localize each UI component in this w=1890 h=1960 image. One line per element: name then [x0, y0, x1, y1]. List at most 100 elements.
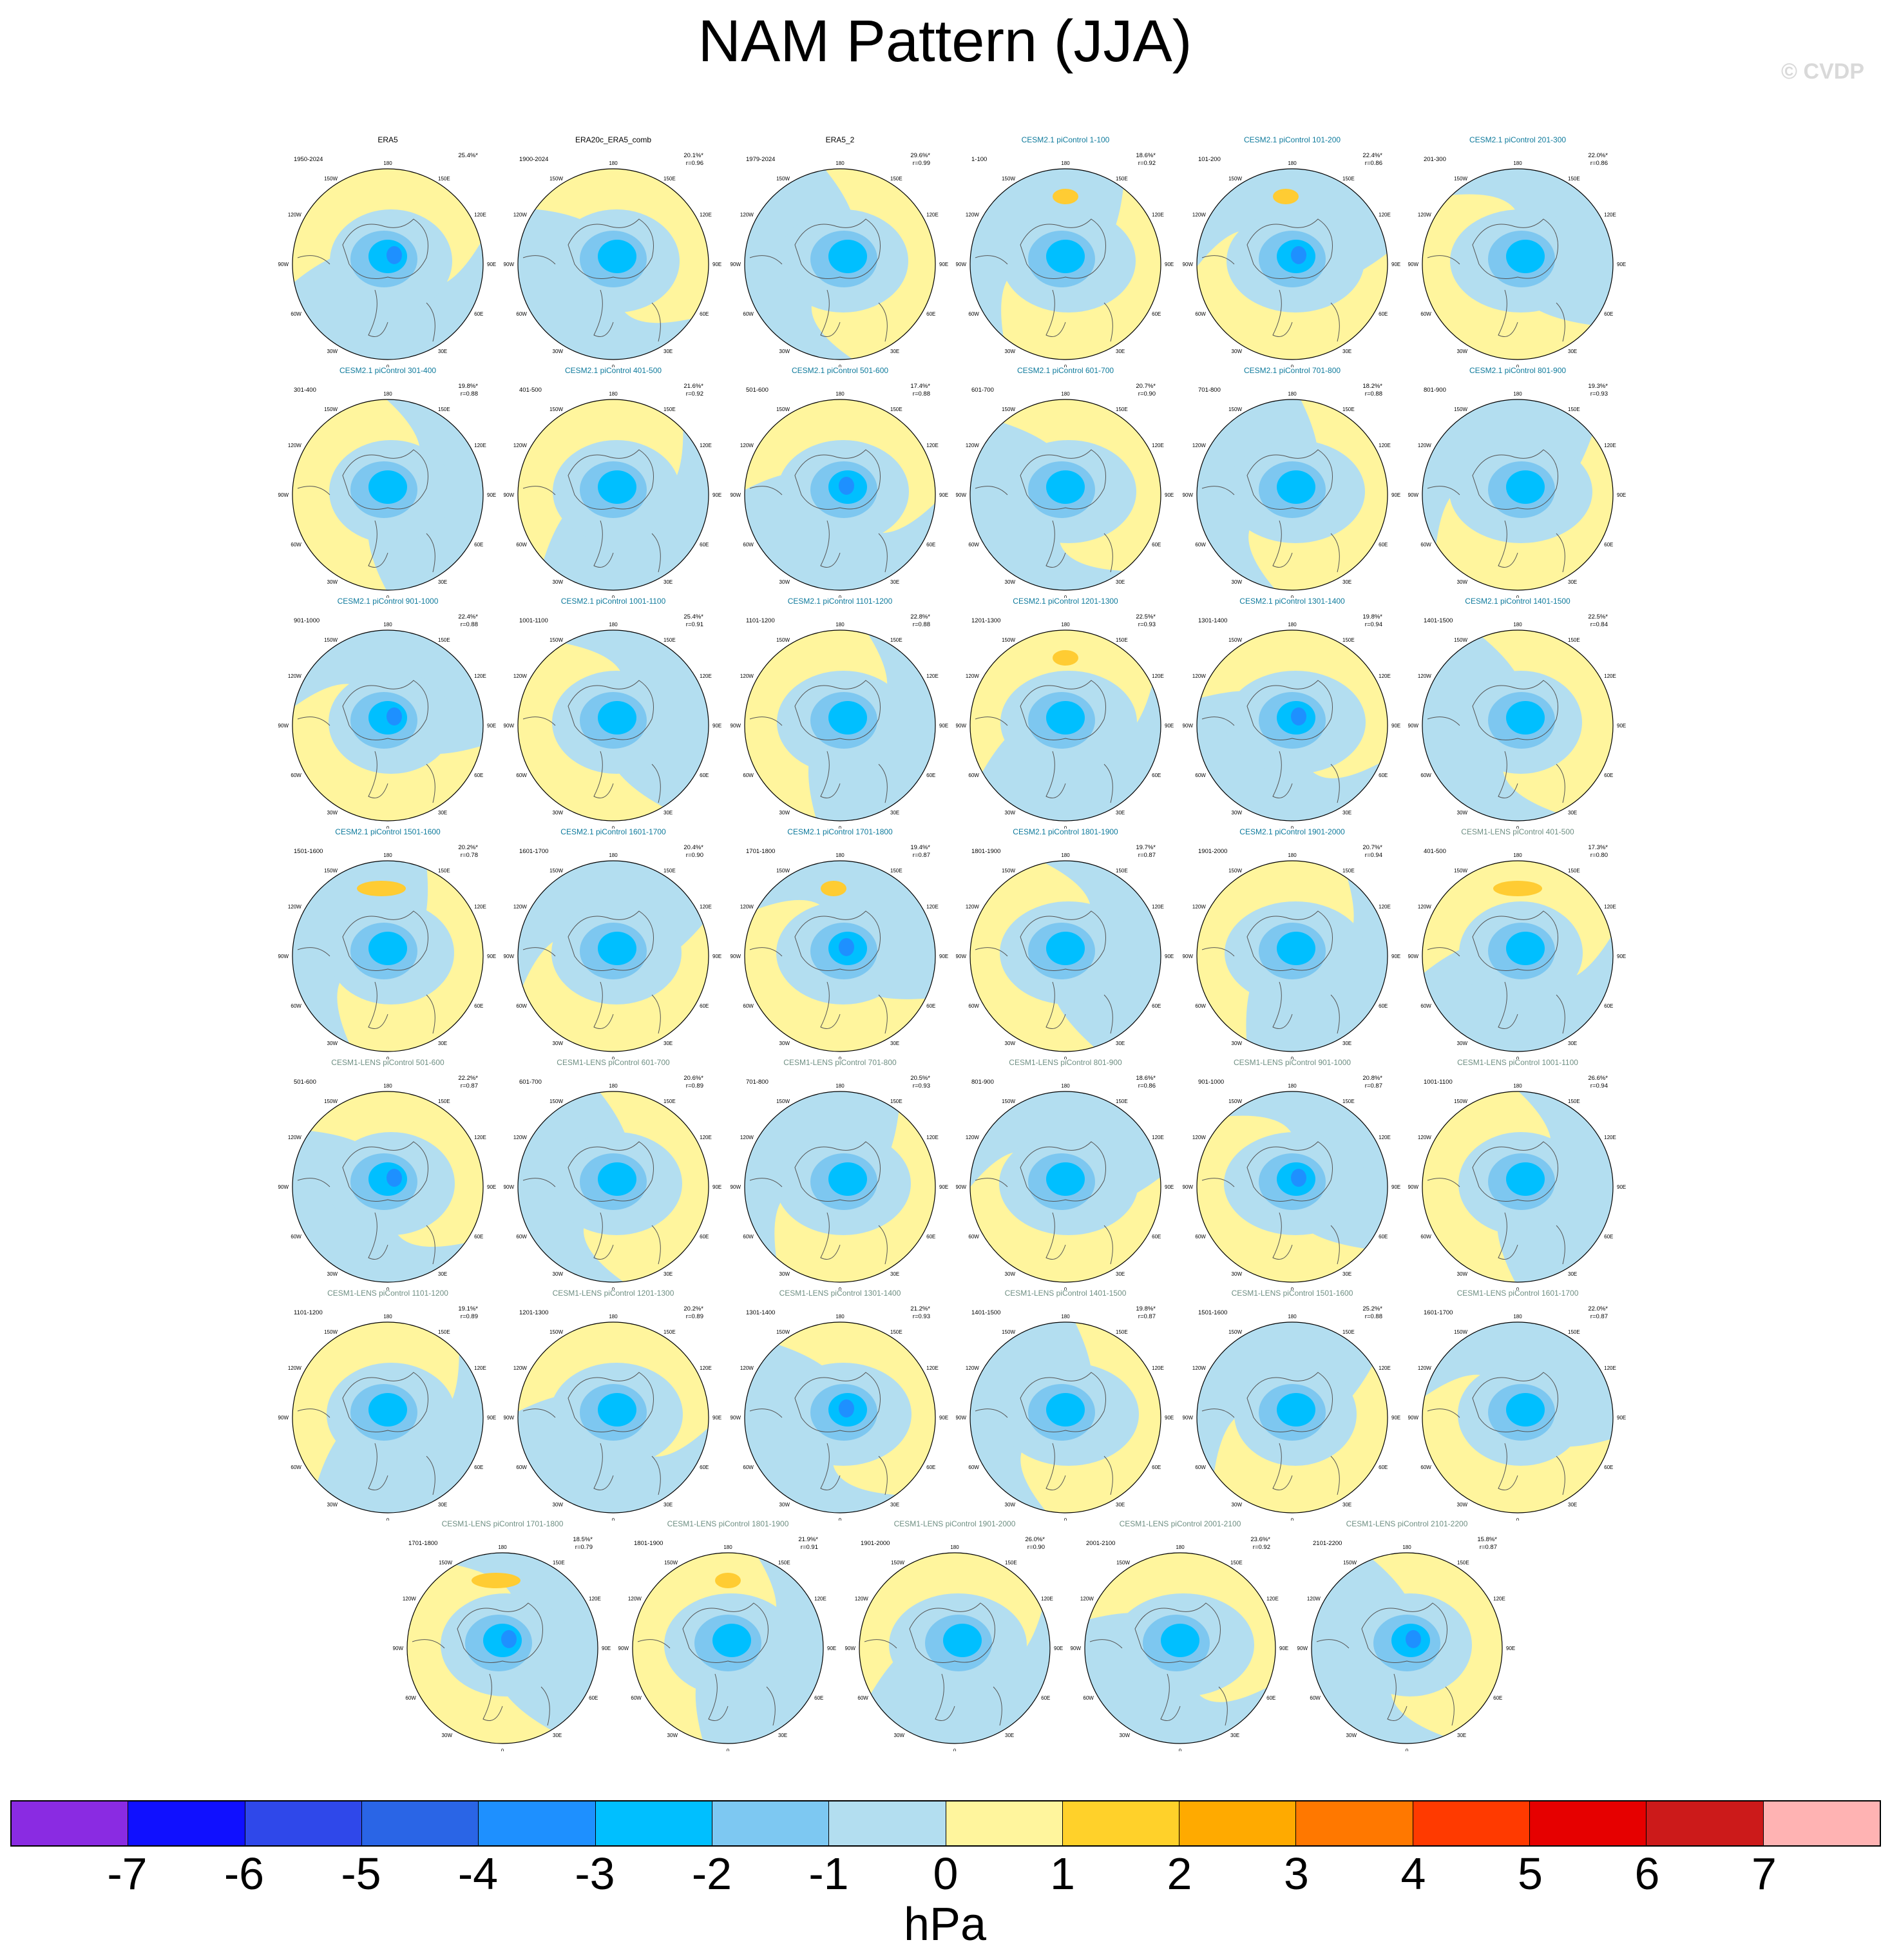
longitude-label: 30E [1568, 810, 1577, 816]
map-field [859, 1553, 1050, 1744]
longitude-label: 0 [839, 595, 842, 598]
longitude-label: 0 [1291, 1056, 1294, 1059]
coastline [568, 449, 654, 510]
polar-map: 180 0 90W 90E 150W 150E 120W 120E 60W 60E 30W 30E [278, 1314, 496, 1521]
map-panel: 180 0 90W 90E 150W 150E 120W 120E 60W 60E 30W 30E CE… [730, 1289, 950, 1521]
longitude-label: 150W [1454, 407, 1467, 412]
panel-period: 1401-1500 [971, 1309, 1001, 1316]
longitude-label: 0 [612, 1287, 615, 1290]
colorbar-tick-label: 1 [1050, 1849, 1075, 1899]
panel-period: 301-400 [294, 387, 316, 394]
longitude-label: 150E [663, 637, 676, 643]
longitude-label: 150W [1002, 868, 1015, 874]
longitude-label: 120W [1192, 673, 1206, 679]
panel-title: ERA20c_ERA5_comb [575, 135, 652, 144]
longitude-label: 150W [1228, 868, 1242, 874]
longitude-label: 180 [1061, 622, 1070, 628]
map-panel: 180 0 90W 90E 150W 150E 120W 120E 60W 60E 30W 30E CE… [1071, 1519, 1290, 1751]
coastline [1020, 910, 1106, 971]
panel-variance-stats: 22.8%* r=0.88 [910, 613, 930, 629]
longitude-label: 0 [839, 1287, 842, 1290]
negative-core-2 [712, 1624, 751, 1657]
longitude-label: 90W [504, 1184, 514, 1190]
longitude-label: 60W [516, 1234, 527, 1240]
panel-pct-variance: 20.2%* [458, 844, 478, 851]
longitude-label: 0 [387, 1056, 390, 1059]
longitude-label: 120W [740, 1365, 754, 1371]
coastline [1427, 486, 1565, 573]
longitude-label: 120W [966, 1365, 979, 1371]
colorbar-tick-label: 7 [1752, 1849, 1777, 1899]
colorbar-tick-label: -7 [107, 1849, 148, 1899]
longitude-label: 180 [1288, 1314, 1297, 1320]
panel-pattern-correlation: r=0.89 [685, 1313, 703, 1320]
longitude-label: 30E [663, 1041, 673, 1046]
map-border [292, 1321, 484, 1513]
longitude-label: 120E [474, 904, 486, 910]
coastline [1201, 1178, 1340, 1265]
panel-pattern-correlation: r=0.88 [1364, 1313, 1382, 1320]
longitude-label: 90W [730, 262, 741, 267]
colorbar-box [128, 1801, 245, 1845]
longitude-label: 30W [1005, 1041, 1016, 1046]
map-border [969, 629, 1161, 821]
coastline [682, 1602, 768, 1663]
longitude-label: 90W [278, 1184, 289, 1190]
map-panel: 180 0 90W 90E 150W 150E 120W 120E 60W 60E 30W 30E CE… [1408, 1289, 1627, 1521]
longitude-label: 90E [1165, 1184, 1174, 1190]
longitude-label: 30E [1568, 579, 1577, 585]
longitude-label: 120W [513, 904, 527, 910]
longitude-label: 120E [926, 673, 939, 679]
map-border [969, 860, 1161, 1052]
longitude-label: 90E [712, 492, 721, 498]
longitude-label: 0 [1179, 1748, 1182, 1751]
panel-pattern-correlation: r=0.92 [1252, 1544, 1270, 1551]
longitude-label: 150W [324, 176, 338, 182]
panel-variance-stats: 21.6%* r=0.92 [683, 383, 703, 398]
coastline [1089, 1639, 1228, 1726]
longitude-label: 90W [1183, 492, 1193, 498]
negative-core-2 [1046, 470, 1085, 504]
longitude-label: 0 [387, 1287, 390, 1290]
panel-title: CESM2.1 piControl 801-900 [1469, 366, 1567, 375]
panel-pct-variance: 18.5%* [573, 1536, 593, 1543]
longitude-label: 90W [1183, 1415, 1193, 1421]
polar-map: 180 0 90W 90E 150W 150E 120W 120E 60W 60E 30W 30E [278, 1083, 496, 1290]
panel-pattern-correlation: r=0.90 [1027, 1544, 1045, 1551]
panel-period: 401-500 [1424, 848, 1446, 855]
map-border [292, 1091, 484, 1283]
longitude-label: 150E [663, 1099, 676, 1104]
panel-variance-stats: 25.4%* [458, 152, 478, 160]
longitude-label: 150E [663, 868, 676, 874]
coastline [522, 255, 661, 342]
longitude-label: 120E [1379, 904, 1391, 910]
map-border [969, 399, 1161, 591]
map-border [1422, 168, 1614, 360]
longitude-label: 90W [1408, 492, 1418, 498]
longitude-label: 0 [387, 595, 390, 598]
longitude-label: 90W [1297, 1646, 1308, 1651]
panel-pct-variance: 15.8%* [1477, 1536, 1497, 1543]
coastline [749, 255, 888, 342]
longitude-label: 150E [1116, 868, 1128, 874]
longitude-label: 30E [438, 1271, 447, 1277]
panel-pattern-correlation: r=0.94 [1364, 621, 1382, 628]
map-border [969, 168, 1161, 360]
coastline [342, 680, 428, 740]
longitude-label: 150E [890, 868, 902, 874]
longitude-label: 90W [1408, 723, 1418, 729]
longitude-label: 150E [890, 1329, 902, 1335]
longitude-label: 150W [549, 1329, 563, 1335]
longitude-label: 60E [474, 1003, 483, 1009]
longitude-label: 120W [403, 1596, 416, 1602]
coastline [1246, 1372, 1333, 1432]
panel-pct-variance: 19.4%* [910, 844, 930, 851]
map-panel: 180 0 90W 90E 150W 150E 120W 120E 60W 60E 30W 30E CE… [278, 1289, 497, 1521]
map-panel: 180 0 90W 90E 150W 150E 120W 120E 60W 60E 30W 30E CE… [1183, 135, 1402, 367]
polar-map: 180 0 90W 90E 150W 150E 120W 120E 60W 60E 30W 30E [730, 160, 948, 367]
longitude-label: 60E [1604, 773, 1613, 778]
longitude-label: 30E [1005, 1733, 1014, 1738]
panel-variance-stats: 25.2%* r=0.88 [1362, 1305, 1382, 1321]
longitude-label: 120W [288, 443, 301, 448]
coastline [975, 716, 1113, 803]
